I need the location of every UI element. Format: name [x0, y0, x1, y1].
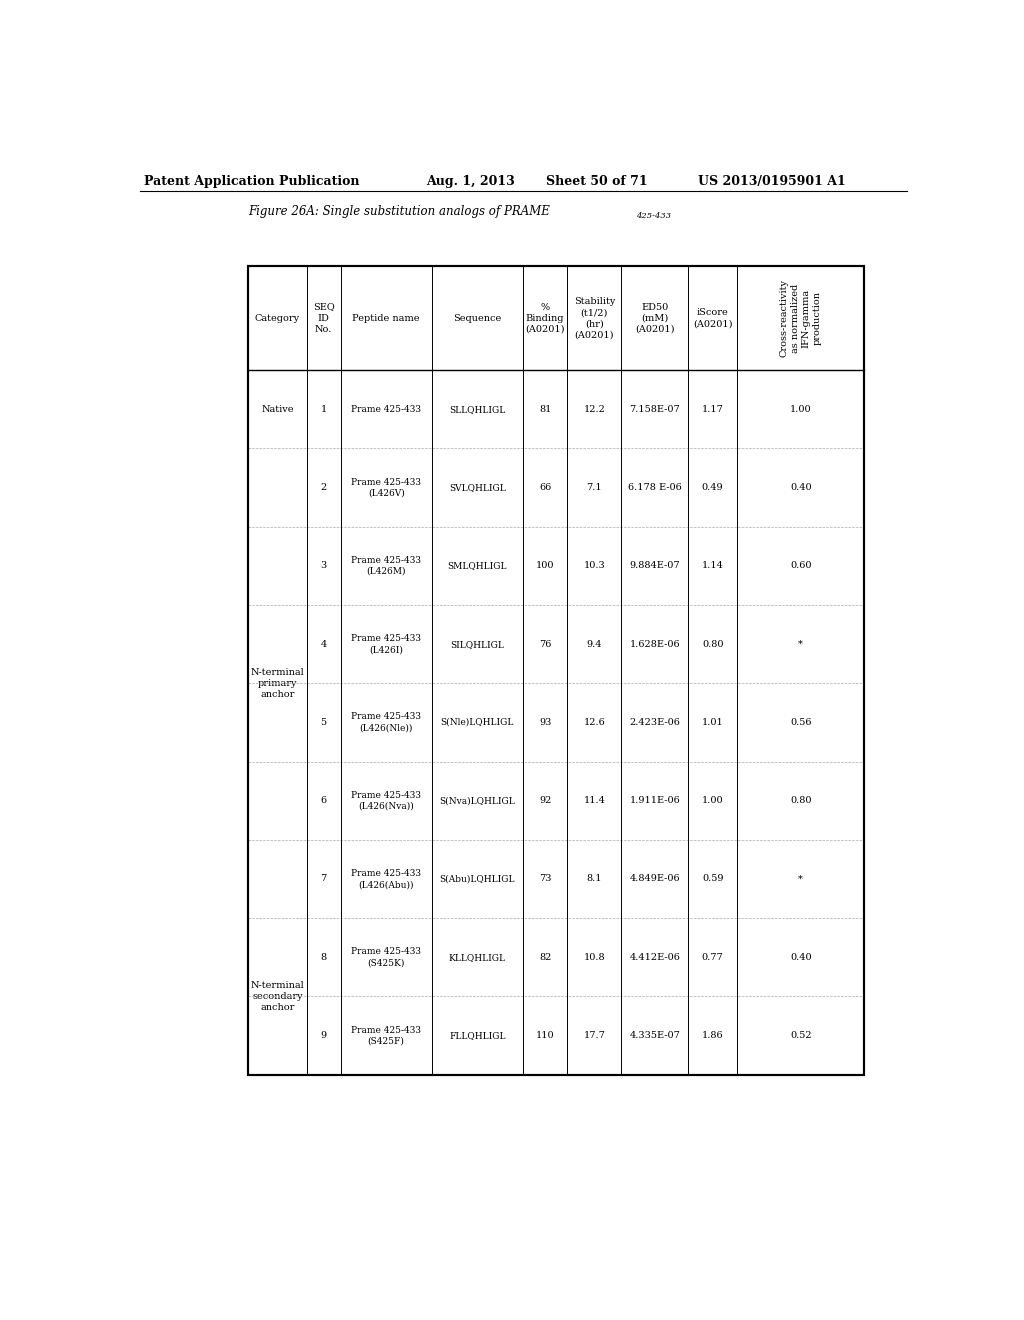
- Text: SMLQHLIGL: SMLQHLIGL: [447, 561, 507, 570]
- Text: 2.423E-06: 2.423E-06: [630, 718, 680, 727]
- Text: SVLQHLIGL: SVLQHLIGL: [449, 483, 506, 492]
- Text: 1.00: 1.00: [790, 405, 812, 413]
- Text: Aug. 1, 2013: Aug. 1, 2013: [426, 176, 515, 189]
- Text: 1.86: 1.86: [701, 1031, 724, 1040]
- Text: 7.1: 7.1: [587, 483, 602, 492]
- Text: 66: 66: [539, 483, 551, 492]
- Text: Stability
(t1/2)
(hr)
(A0201): Stability (t1/2) (hr) (A0201): [573, 297, 615, 339]
- Text: 4.412E-06: 4.412E-06: [630, 953, 680, 962]
- Text: 4.849E-06: 4.849E-06: [630, 874, 680, 883]
- Text: 17.7: 17.7: [584, 1031, 605, 1040]
- Text: 0.40: 0.40: [790, 953, 812, 962]
- Text: Sequence: Sequence: [454, 314, 502, 322]
- Text: 82: 82: [539, 953, 551, 962]
- Text: 0.56: 0.56: [791, 718, 812, 727]
- Text: 76: 76: [539, 640, 551, 648]
- Text: *: *: [799, 874, 803, 883]
- Text: Peptide name: Peptide name: [352, 314, 420, 322]
- Text: 0.60: 0.60: [791, 561, 812, 570]
- Text: KLLQHLIGL: KLLQHLIGL: [449, 953, 506, 962]
- Text: Sheet 50 of 71: Sheet 50 of 71: [547, 176, 648, 189]
- Text: 8: 8: [321, 953, 327, 962]
- Text: Native: Native: [261, 405, 294, 413]
- Text: 93: 93: [539, 718, 551, 727]
- Text: Prame 425-433
(L426(Nle)): Prame 425-433 (L426(Nle)): [351, 713, 421, 733]
- Text: 110: 110: [536, 1031, 554, 1040]
- Bar: [248, 267, 864, 1074]
- Text: 12.6: 12.6: [584, 718, 605, 727]
- Text: 9: 9: [321, 1031, 327, 1040]
- Text: Figure 26A: Single substitution analogs of PRAME: Figure 26A: Single substitution analogs …: [248, 205, 550, 218]
- Text: SEQ
ID
No.: SEQ ID No.: [312, 302, 335, 334]
- Text: 1.628E-06: 1.628E-06: [630, 640, 680, 648]
- Text: ED50
(mM)
(A0201): ED50 (mM) (A0201): [635, 302, 675, 334]
- Text: 6.178 E-06: 6.178 E-06: [628, 483, 682, 492]
- Text: US 2013/0195901 A1: US 2013/0195901 A1: [697, 176, 846, 189]
- Text: S(Nle)LQHLIGL: S(Nle)LQHLIGL: [440, 718, 514, 727]
- Text: Prame 425-433
(L426M): Prame 425-433 (L426M): [351, 556, 421, 576]
- Text: 100: 100: [536, 561, 554, 570]
- Text: 0.52: 0.52: [790, 1031, 812, 1040]
- Text: 0.80: 0.80: [791, 796, 812, 805]
- Text: Prame 425-433
(L426(Abu)): Prame 425-433 (L426(Abu)): [351, 869, 421, 890]
- Text: S(Abu)LQHLIGL: S(Abu)LQHLIGL: [439, 874, 515, 883]
- Text: 9.4: 9.4: [587, 640, 602, 648]
- Text: 81: 81: [539, 405, 551, 413]
- Text: 7.158E-07: 7.158E-07: [630, 405, 680, 413]
- Text: 1.14: 1.14: [701, 561, 724, 570]
- Text: 0.59: 0.59: [701, 874, 723, 883]
- Text: Prame 425-433: Prame 425-433: [351, 405, 421, 413]
- Text: 8.1: 8.1: [587, 874, 602, 883]
- Text: 73: 73: [539, 874, 551, 883]
- Text: Prame 425-433
(S425F): Prame 425-433 (S425F): [351, 1026, 421, 1045]
- Text: 1.01: 1.01: [701, 718, 724, 727]
- Text: S(Nva)LQHLIGL: S(Nva)LQHLIGL: [439, 796, 515, 805]
- Text: 4.335E-07: 4.335E-07: [630, 1031, 680, 1040]
- Text: 0.80: 0.80: [701, 640, 723, 648]
- Text: 10.8: 10.8: [584, 953, 605, 962]
- Text: Category: Category: [255, 314, 300, 322]
- Bar: [248, 267, 864, 1074]
- Text: 0.49: 0.49: [701, 483, 724, 492]
- Text: N-terminal
secondary
anchor: N-terminal secondary anchor: [251, 981, 304, 1012]
- Text: Prame 425-433
(S425K): Prame 425-433 (S425K): [351, 948, 421, 968]
- Text: 1.17: 1.17: [701, 405, 724, 413]
- Text: Prame 425-433
(L426I): Prame 425-433 (L426I): [351, 634, 421, 655]
- Text: Patent Application Publication: Patent Application Publication: [143, 176, 359, 189]
- Text: 7: 7: [321, 874, 327, 883]
- Text: 1: 1: [321, 405, 327, 413]
- Text: SILQHLIGL: SILQHLIGL: [451, 640, 504, 648]
- Text: FLLQHLIGL: FLLQHLIGL: [450, 1031, 506, 1040]
- Text: 425-433: 425-433: [636, 213, 671, 220]
- Text: N-terminal
primary
anchor: N-terminal primary anchor: [251, 668, 304, 698]
- Text: 4: 4: [321, 640, 327, 648]
- Text: Prame 425-433
(L426(Nva)): Prame 425-433 (L426(Nva)): [351, 791, 421, 810]
- Text: *: *: [799, 640, 803, 648]
- Text: 1.00: 1.00: [701, 796, 724, 805]
- Text: 12.2: 12.2: [584, 405, 605, 413]
- Text: 3: 3: [321, 561, 327, 570]
- Text: 5: 5: [321, 718, 327, 727]
- Text: SLLQHLIGL: SLLQHLIGL: [450, 405, 506, 413]
- Text: iScore
(A0201): iScore (A0201): [693, 308, 732, 329]
- Text: 6: 6: [321, 796, 327, 805]
- Text: Prame 425-433
(L426V): Prame 425-433 (L426V): [351, 478, 421, 498]
- Text: 10.3: 10.3: [584, 561, 605, 570]
- Text: 0.40: 0.40: [790, 483, 812, 492]
- Text: Cross-reactivity
as normalized
IFN-gamma
production: Cross-reactivity as normalized IFN-gamma…: [779, 279, 822, 358]
- Text: 0.77: 0.77: [701, 953, 724, 962]
- Text: 1.911E-06: 1.911E-06: [630, 796, 680, 805]
- Text: 92: 92: [539, 796, 551, 805]
- Text: 11.4: 11.4: [584, 796, 605, 805]
- Text: %
Binding
(A0201): % Binding (A0201): [525, 302, 565, 334]
- Text: 9.884E-07: 9.884E-07: [630, 561, 680, 570]
- Text: 2: 2: [321, 483, 327, 492]
